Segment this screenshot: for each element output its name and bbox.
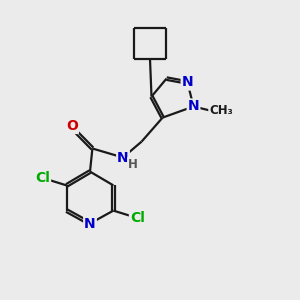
Text: Cl: Cl xyxy=(35,172,50,185)
Text: N: N xyxy=(84,217,96,230)
Text: N: N xyxy=(188,100,199,113)
Text: Cl: Cl xyxy=(130,211,145,224)
Text: H: H xyxy=(128,158,137,171)
Text: O: O xyxy=(66,119,78,133)
Text: N: N xyxy=(182,76,193,89)
Text: CH₃: CH₃ xyxy=(209,104,233,118)
Text: N: N xyxy=(117,151,129,164)
